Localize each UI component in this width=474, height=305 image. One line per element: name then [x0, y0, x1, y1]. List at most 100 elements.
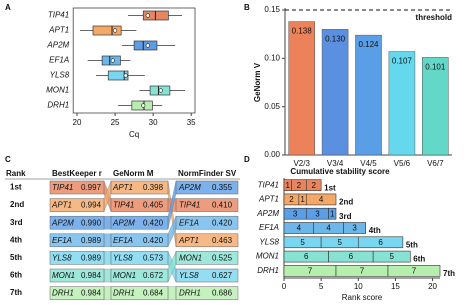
segment-label: 1	[330, 209, 335, 218]
cell-value: 0.525	[212, 254, 233, 263]
rank-label: 7th	[443, 269, 455, 278]
segment-label: 2	[289, 195, 294, 204]
segment	[372, 250, 411, 263]
segment-label: 6	[304, 252, 309, 261]
x-tick-label: V5/6	[394, 159, 411, 168]
y-tick-label: MON1	[256, 252, 279, 261]
cell	[49, 198, 105, 212]
value-label: 0.107	[392, 57, 413, 66]
x-tick-label: 35	[187, 118, 196, 127]
value-label: 0.130	[325, 34, 346, 43]
panel-letter: A	[5, 3, 11, 12]
y-tick-label: 0.15	[264, 5, 280, 14]
cell-value: 0.573	[143, 254, 164, 263]
cell	[175, 215, 239, 230]
rank-label: 3rd	[339, 212, 352, 221]
segment-label: 3	[352, 224, 357, 233]
cell	[49, 233, 105, 248]
mean-dot	[145, 13, 150, 18]
connector	[103, 268, 112, 283]
y-tick-label: EF1A	[259, 223, 279, 232]
connector	[103, 251, 112, 265]
rank-label: 1st	[10, 183, 22, 192]
y-tick-label: DRH1	[257, 266, 279, 275]
cell	[175, 268, 239, 283]
cell-value: 0.989	[81, 236, 102, 245]
segment-label: 7	[412, 266, 417, 275]
cell-value: 0.997	[81, 183, 102, 192]
segment-label: 5	[300, 238, 305, 247]
gene-name: MON1	[52, 271, 75, 280]
cell-value: 0.405	[143, 201, 164, 210]
method-header: GeNorm M	[113, 169, 154, 178]
cell	[175, 251, 239, 265]
cell-value: 0.420	[143, 218, 164, 227]
gene-name: AP2M	[51, 218, 74, 227]
cell-value: 0.463	[212, 236, 233, 245]
y-tick-label: 0.00	[264, 150, 280, 159]
y-tick-label: APT1	[48, 26, 69, 35]
segment-label: 3	[293, 209, 298, 218]
cell-value: 0.684	[143, 289, 164, 298]
y-tick-label: 0.05	[264, 102, 280, 111]
segment-label: 4	[326, 224, 331, 233]
gene-name: APT1	[51, 201, 72, 210]
x-tick-label: V4/5	[360, 159, 377, 168]
cell	[49, 251, 105, 265]
connector	[103, 233, 112, 247]
rank-header: Rank	[6, 169, 26, 178]
x-tick-label: 10	[354, 282, 363, 291]
panel-letter: D	[244, 155, 250, 164]
cell	[175, 198, 239, 212]
cell	[175, 180, 239, 195]
x-tick-label: 20	[428, 282, 437, 291]
gene-name: TIP41	[52, 183, 73, 192]
cell	[110, 251, 169, 265]
gene-name: EF1A	[52, 236, 72, 245]
method-header: NormFinder SV	[178, 169, 237, 178]
y-tick-label: AP2M	[256, 209, 279, 218]
y-tick-label: EF1A	[49, 56, 69, 65]
y-axis-label: GeNorm V	[253, 62, 262, 102]
x-tick-label: 0	[282, 282, 287, 291]
bar	[388, 51, 416, 156]
panel-letter: B	[244, 3, 250, 12]
cell	[49, 180, 105, 195]
gene-name: DRH1	[113, 289, 135, 298]
gene-name: YLS8	[52, 254, 72, 263]
y-tick-label: YLS8	[259, 237, 279, 246]
cell-value: 0.989	[81, 254, 102, 263]
y-tick-label: TIP41	[48, 11, 69, 20]
segment	[387, 265, 441, 277]
mean-dot	[145, 43, 150, 48]
cell	[110, 180, 169, 195]
cell	[49, 268, 105, 283]
panel-letter: C	[5, 155, 11, 164]
cell-value: 0.627	[212, 271, 233, 280]
rank-label: 7th	[10, 288, 22, 297]
connector	[103, 216, 112, 230]
connector	[167, 286, 177, 300]
gene-name: APT1	[178, 236, 199, 245]
cell	[110, 233, 169, 248]
segment-label: 7	[308, 266, 313, 275]
segment	[343, 222, 367, 234]
cell-value: 0.984	[81, 271, 102, 280]
plot-frame	[72, 7, 196, 114]
segment	[328, 207, 337, 220]
gene-name: AP2M	[178, 183, 201, 192]
gene-name: TIP41	[113, 201, 134, 210]
threshold-label: threshold	[416, 13, 453, 22]
x-tick-label: V3/4	[327, 159, 344, 168]
bar	[422, 57, 449, 156]
rank-label: 5th	[406, 240, 418, 249]
mean-dot	[110, 58, 115, 63]
mean-dot	[158, 88, 163, 93]
cell-value: 0.984	[81, 289, 102, 298]
x-tick-label: V6/7	[427, 159, 444, 168]
cell	[110, 286, 169, 300]
gene-name: APT1	[112, 183, 133, 192]
cell-value: 0.994	[81, 201, 102, 210]
box	[92, 25, 122, 36]
